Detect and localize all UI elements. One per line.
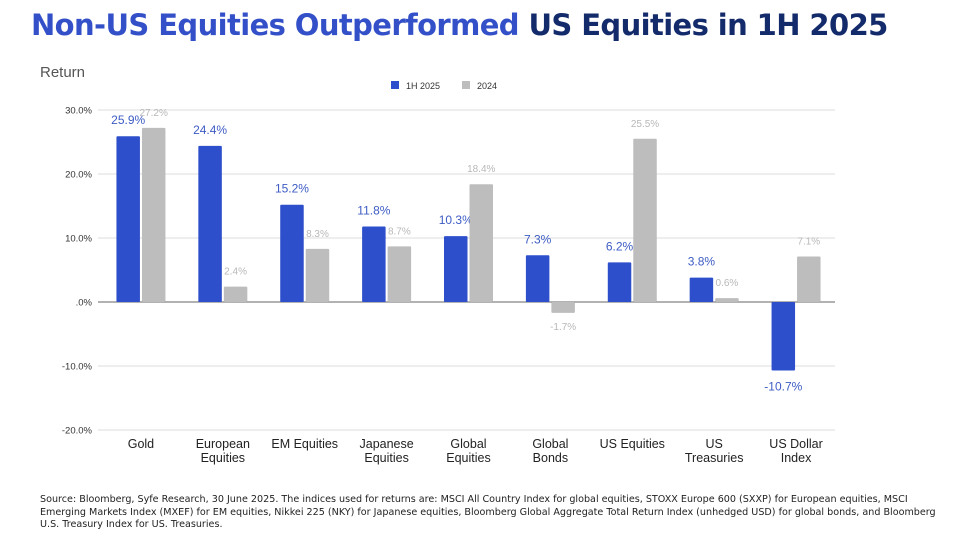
data-label: 11.8% [357, 203, 390, 217]
data-label: 15.2% [275, 182, 309, 196]
x-tick-label: Bonds [533, 451, 568, 465]
bar-1h2025 [689, 277, 714, 302]
x-tick-label: European [196, 437, 250, 451]
data-label: 6.2% [606, 239, 634, 253]
y-tick-label: 30.0% [65, 106, 92, 117]
x-tick-label: Index [781, 451, 812, 465]
bar-1h2025 [280, 204, 304, 302]
y-tick-label: 20.0% [65, 170, 92, 181]
data-label: -1.7% [550, 322, 576, 333]
data-label: 7.1% [797, 237, 820, 248]
data-label: 3.8% [688, 255, 716, 269]
legend-swatch-2 [462, 81, 470, 89]
y-axis-label: Return [40, 64, 86, 81]
data-label: 27.2% [140, 108, 168, 119]
x-tick-label: EM Equities [271, 437, 338, 451]
bar-1h2025 [362, 226, 386, 302]
x-tick-label: Global [450, 437, 486, 451]
title-highlight: Non-US Equities Outperformed [31, 8, 520, 42]
data-label: 25.9% [111, 113, 145, 127]
bar-2024 [797, 256, 821, 302]
x-tick-label: US [705, 437, 722, 451]
x-tick-label: Japanese [360, 437, 414, 451]
bar-1h2025 [444, 236, 468, 302]
data-label: 8.7% [388, 226, 411, 237]
data-label: 8.3% [306, 229, 329, 240]
bar-1h2025 [198, 145, 222, 302]
bar-1h2025 [116, 136, 140, 302]
data-label: 18.4% [467, 164, 495, 175]
x-tick-label: Gold [128, 437, 154, 451]
legend-label-2: 2024 [477, 81, 497, 91]
page-title: Non-US Equities Outperformed US Equities… [31, 8, 888, 42]
x-tick-label: Equities [446, 451, 490, 465]
data-label: 24.4% [193, 123, 227, 137]
x-tick-label: Global [532, 437, 568, 451]
bar-2024 [633, 138, 657, 302]
y-tick-label: .0% [76, 298, 93, 309]
bar-1h2025 [771, 302, 796, 371]
source-note: Source: Bloomberg, Syfe Research, 30 Jun… [40, 494, 936, 530]
data-label: 25.5% [631, 119, 659, 130]
legend-swatch-1 [391, 81, 399, 89]
bar-2024 [387, 246, 412, 302]
bar-2024 [305, 248, 330, 302]
data-label: 7.3% [524, 232, 552, 246]
bar-2024 [715, 298, 739, 302]
y-tick-label: 10.0% [65, 234, 92, 245]
x-tick-label: Equities [364, 451, 408, 465]
x-tick-label: Equities [201, 451, 245, 465]
data-label: 2.4% [224, 267, 247, 278]
x-tick-label: US Dollar [769, 437, 823, 451]
bar-1h2025 [607, 262, 632, 302]
bar-chart: 30.0% 20.0% 10.0% .0% -10.0% -20.0% 1H 2025 202… [62, 81, 835, 465]
y-tick-label: -20.0% [62, 426, 93, 437]
legend-label-1: 1H 2025 [406, 81, 440, 91]
data-label: 0.6% [716, 278, 739, 289]
bar-2024 [141, 127, 166, 302]
title-rest: US Equities in 1H 2025 [518, 8, 888, 42]
bar-1h2025 [525, 255, 550, 302]
data-label: 10.3% [439, 213, 473, 227]
y-tick-label: -10.0% [62, 362, 93, 373]
x-tick-label: US Equities [600, 437, 665, 451]
bar-2024 [469, 184, 493, 302]
x-tick-label: Treasuries [685, 451, 744, 465]
bar-2024 [551, 302, 575, 313]
data-label: -10.7% [764, 379, 802, 393]
bar-2024 [223, 286, 248, 302]
